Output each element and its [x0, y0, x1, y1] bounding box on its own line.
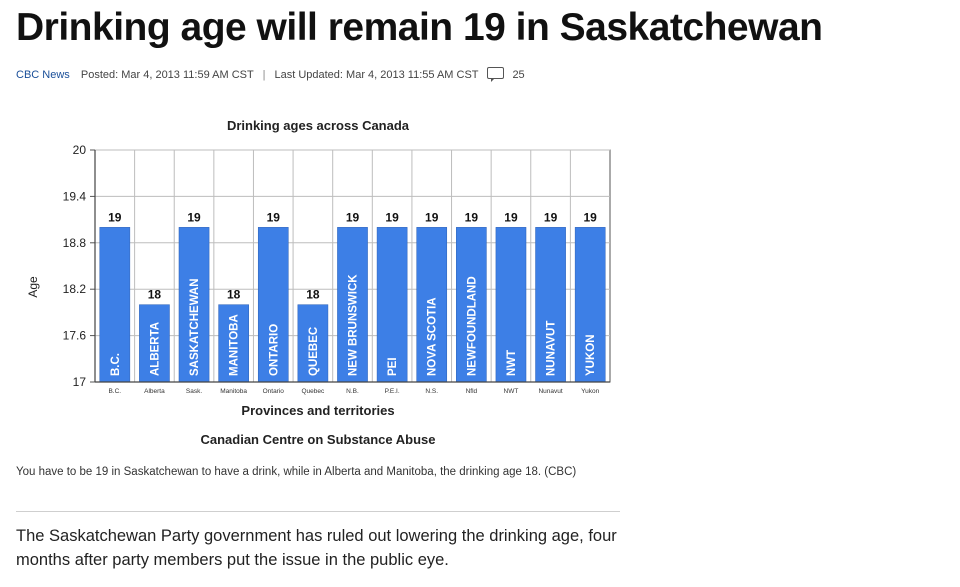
x-tick-label: B.C.	[108, 388, 121, 395]
data-label: 19	[187, 210, 201, 224]
bar-label: MANITOBA	[229, 314, 241, 376]
x-tick-label: Yukon	[581, 388, 599, 395]
x-tick-label: Alberta	[144, 388, 165, 395]
bar-label: NEWFOUNDLAND	[466, 276, 478, 376]
data-label: 19	[465, 210, 479, 224]
bar	[139, 304, 170, 383]
bar	[99, 227, 131, 383]
headline: Drinking age will remain 19 in Saskatche…	[16, 6, 823, 49]
byline-updated: Last Updated: Mar 4, 2013 11:55 AM CST	[274, 69, 479, 81]
bar-label: ONTARIO	[268, 324, 280, 376]
data-label: 19	[425, 210, 439, 224]
x-tick-label: NWT	[504, 388, 519, 395]
x-axis-title: Provinces and territories	[241, 403, 394, 418]
x-tick-label: Ontario	[263, 388, 285, 395]
bar-label: NUNAVUT	[546, 321, 558, 376]
bar	[376, 227, 408, 383]
divider	[16, 511, 620, 512]
data-label: 19	[267, 210, 281, 224]
y-tick-label: 17.6	[63, 329, 87, 343]
data-label: 18	[306, 288, 320, 302]
y-tick-label: 17	[73, 375, 87, 389]
data-label: 19	[108, 210, 122, 224]
data-label: 19	[584, 210, 598, 224]
x-tick-label: N.B.	[346, 388, 359, 395]
bar-label: ALBERTA	[149, 322, 161, 376]
data-label: 18	[227, 288, 241, 302]
byline-source[interactable]: CBC News	[16, 69, 70, 81]
bar	[218, 304, 249, 383]
x-tick-label: Manitoba	[220, 388, 247, 395]
data-label: 19	[504, 210, 518, 224]
bar-label: NEW BRUNSWICK	[348, 274, 360, 376]
chart-source: Canadian Centre on Substance Abuse	[200, 432, 435, 447]
x-tick-label: Nunavut	[538, 388, 562, 395]
bar	[297, 304, 329, 383]
bar	[337, 227, 368, 383]
bar	[257, 227, 289, 383]
bar	[178, 227, 210, 383]
bar-label: NWT	[506, 350, 518, 376]
y-tick-label: 19.4	[63, 189, 87, 203]
data-label: 19	[385, 210, 399, 224]
bar-label: QUEBEC	[308, 327, 320, 376]
y-axis-title: Age	[26, 276, 40, 298]
bar-label: SASKATCHEWAN	[189, 278, 201, 376]
article-lede: The Saskatchewan Party government has ru…	[16, 527, 617, 569]
x-tick-label: Sask.	[186, 388, 202, 395]
x-tick-label: Quebec	[301, 388, 325, 395]
x-tick-label: N.S.	[425, 388, 438, 395]
comment-count[interactable]: 25	[512, 69, 525, 81]
y-tick-label: 20	[73, 143, 87, 157]
data-label: 19	[544, 210, 558, 224]
chart-title: Drinking ages across Canada	[227, 118, 410, 133]
data-label: 18	[148, 288, 162, 302]
bar	[456, 227, 487, 383]
image-caption: You have to be 19 in Saskatchewan to hav…	[16, 466, 577, 478]
x-tick-label: Nfld	[466, 388, 478, 395]
bar-label: PEI	[387, 357, 399, 376]
byline-separator: |	[262, 69, 266, 81]
bar-label: NOVA SCOTIA	[427, 297, 439, 376]
x-tick-label: P.E.I.	[385, 388, 400, 395]
y-tick-label: 18.2	[63, 282, 87, 296]
data-label: 19	[346, 210, 360, 224]
bar	[495, 227, 527, 383]
bar-label: B.C.	[110, 353, 122, 376]
byline-posted: Posted: Mar 4, 2013 11:59 AM CST	[80, 69, 254, 81]
byline: CBC News Posted: Mar 4, 2013 11:59 AM CS…	[16, 67, 525, 82]
bar	[535, 227, 566, 383]
comment-icon[interactable]	[487, 67, 505, 82]
y-tick-label: 18.8	[63, 236, 87, 250]
bar	[574, 227, 606, 383]
chart-figure: Drinking ages across Canada 17 17.6 18.2 18…	[26, 118, 611, 447]
bar	[416, 227, 448, 383]
bar-label: YUKON	[585, 334, 597, 376]
